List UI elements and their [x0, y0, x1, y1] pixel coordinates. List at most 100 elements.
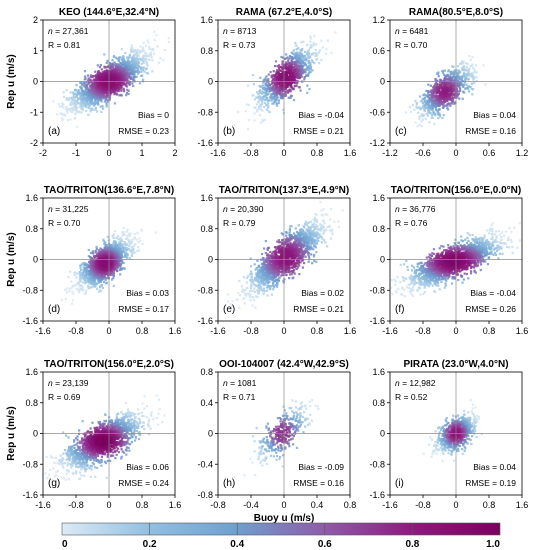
- scatter-point: [103, 248, 106, 251]
- scatter-point: [150, 49, 154, 52]
- scatter-point: [131, 82, 134, 85]
- scatter-point: [131, 250, 134, 254]
- scatter-point: [452, 93, 455, 96]
- scatter-point: [294, 64, 297, 67]
- scatter-point: [438, 113, 442, 116]
- scatter-point: [462, 75, 466, 78]
- scatter-point: [74, 112, 77, 115]
- scatter-point: [100, 263, 103, 266]
- scatter-point: [83, 282, 87, 285]
- scatter-point: [431, 116, 434, 120]
- scatter-point: [82, 276, 85, 279]
- scatter-point: [91, 75, 94, 79]
- scatter-point: [427, 90, 430, 93]
- scatter-point: [275, 104, 279, 107]
- scatter-point: [462, 90, 465, 93]
- scatter-point: [74, 101, 77, 104]
- scatter-point: [300, 68, 303, 71]
- scatter-point: [124, 62, 128, 65]
- scatter-point: [112, 272, 116, 275]
- scatter-point: [110, 278, 114, 281]
- scatter-point: [442, 113, 445, 117]
- scatter-point: [103, 73, 106, 76]
- scatter-point: [301, 55, 304, 58]
- scatter-point: [103, 70, 106, 73]
- scatter-point: [262, 87, 265, 90]
- scatter-point: [273, 92, 276, 95]
- scatter-point: [456, 84, 460, 88]
- scatter-point: [468, 67, 471, 71]
- scatter-point: [302, 40, 305, 43]
- scatter-point: [80, 111, 83, 114]
- scatter-point: [282, 79, 285, 82]
- scatter-point: [286, 77, 289, 80]
- scatter-point: [448, 75, 451, 78]
- scatter-point: [85, 81, 88, 84]
- scatter-point: [85, 276, 88, 280]
- scatter-point: [297, 76, 300, 80]
- scatter-point: [75, 84, 78, 87]
- scatter-point: [471, 55, 474, 59]
- scatter-point: [96, 100, 100, 103]
- scatter-point: [98, 289, 101, 292]
- scatter-point: [443, 104, 446, 107]
- scatter-point: [113, 263, 116, 266]
- scatter-point: [280, 76, 283, 79]
- scatter-point: [115, 92, 118, 95]
- scatter-point: [92, 252, 95, 255]
- scatter-point: [285, 67, 288, 70]
- scatter-point: [297, 58, 300, 62]
- scatter-point: [284, 92, 287, 95]
- scatter-point: [130, 44, 134, 47]
- scatter-point: [454, 70, 457, 73]
- scatter-point: [261, 100, 264, 103]
- scatter-point: [255, 103, 259, 106]
- scatter-point: [298, 71, 301, 74]
- scatter-point: [459, 89, 462, 92]
- scatter-point: [131, 77, 134, 81]
- scatter-point: [118, 241, 121, 244]
- scatter-point: [129, 75, 132, 79]
- scatter-point: [102, 93, 105, 96]
- scatter-point: [256, 110, 259, 113]
- scatter-point: [62, 95, 66, 98]
- scatter-point: [126, 75, 129, 78]
- scatter-point: [468, 54, 471, 58]
- scatter-point: [436, 83, 439, 86]
- scatter-point: [113, 61, 116, 64]
- scatter-point: [427, 93, 430, 96]
- scatter-point: [105, 105, 108, 108]
- scatter-point: [89, 251, 93, 255]
- scatter-point: [67, 275, 70, 279]
- scatter-point: [142, 41, 145, 44]
- scatter-point: [315, 58, 318, 61]
- scatter-point: [313, 61, 316, 65]
- scatter-point: [291, 79, 294, 83]
- scatter-point: [130, 61, 133, 64]
- scatter-point: [424, 105, 427, 108]
- scatter-point: [309, 68, 312, 71]
- scatter-point: [69, 110, 72, 113]
- scatter-point: [101, 71, 104, 74]
- scatter-point: [467, 71, 470, 74]
- scatter-point: [84, 291, 87, 295]
- scatter-point: [300, 48, 304, 51]
- scatter-point: [127, 69, 130, 73]
- scatter-point: [139, 45, 142, 48]
- scatter-point: [284, 76, 287, 79]
- scatter-point: [114, 86, 118, 89]
- scatter-point: [247, 103, 250, 106]
- scatter-point: [109, 93, 112, 97]
- scatter-point: [455, 96, 458, 99]
- scatter-point: [132, 71, 135, 74]
- scatter-point: [452, 87, 455, 90]
- scatter-point: [446, 83, 449, 86]
- scatter-point: [273, 96, 276, 99]
- scatter-point: [120, 238, 123, 241]
- scatter-point: [79, 271, 82, 274]
- scatter-point: [263, 78, 266, 81]
- scatter-point: [106, 264, 109, 267]
- scatter-point: [415, 101, 418, 105]
- scatter-point: [122, 250, 126, 254]
- scatter-point: [125, 69, 128, 73]
